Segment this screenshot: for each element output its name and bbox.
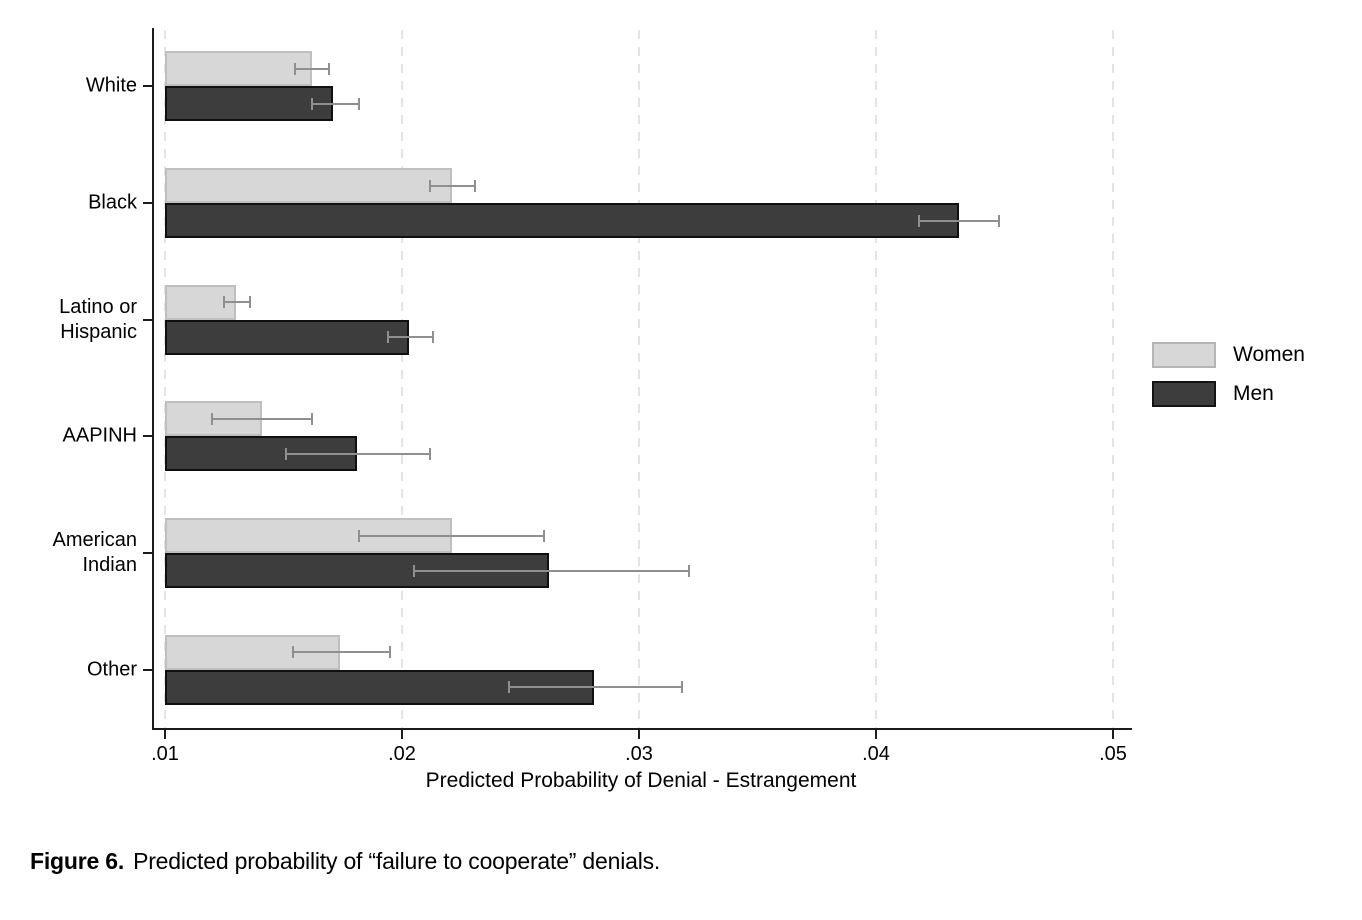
gridline-.01 — [164, 30, 166, 728]
gridline-.03 — [638, 30, 640, 728]
error-cap-high-men-american-indian — [687, 564, 690, 577]
bar-women-black — [165, 168, 452, 203]
x-tick-.03 — [638, 730, 640, 739]
y-tick-white — [143, 85, 152, 88]
legend-item-men: Men — [1152, 381, 1305, 407]
y-axis-line — [152, 28, 154, 730]
error-cap-low-women-latino-or-hispanic — [223, 296, 226, 309]
error-cap-high-women-black — [474, 179, 477, 192]
x-axis-title: Predicted Probability of Denial - Estran… — [425, 769, 857, 792]
plot-area — [152, 28, 1130, 728]
x-tick-.04 — [875, 730, 877, 739]
x-tick-label-.01: .01 — [151, 743, 179, 765]
category-label-white: White — [85, 74, 137, 97]
error-cap-high-men-aapinh — [429, 447, 432, 460]
error-cap-high-women-american-indian — [543, 529, 546, 542]
bar-men-white — [165, 86, 334, 122]
y-tick-black — [143, 202, 152, 204]
legend: Women Men — [1152, 342, 1305, 420]
category-label-aapinh: AAPINH — [62, 424, 137, 447]
x-axis-line — [152, 728, 1132, 730]
error-cap-low-women-aapinh — [211, 412, 214, 425]
y-tick-american-indian — [143, 552, 152, 554]
error-cap-low-men-aapinh — [284, 447, 287, 460]
error-bar-women-white — [295, 67, 329, 70]
error-cap-low-men-american-indian — [412, 564, 415, 577]
error-cap-low-women-white — [294, 62, 297, 75]
x-tick-.01 — [164, 730, 166, 739]
error-bar-men-other — [508, 686, 682, 689]
error-cap-low-men-other — [507, 681, 510, 694]
error-cap-high-women-aapinh — [310, 412, 313, 425]
error-cap-low-women-other — [291, 646, 294, 659]
error-cap-high-women-other — [389, 646, 392, 659]
error-cap-low-men-white — [310, 97, 313, 110]
gridline-.04 — [875, 30, 877, 728]
error-bar-men-white — [311, 102, 360, 105]
error-cap-high-men-white — [358, 97, 361, 110]
y-tick-other — [143, 668, 152, 671]
legend-swatch-men — [1152, 381, 1216, 407]
legend-item-women: Women — [1152, 342, 1305, 368]
category-label-black: Black — [88, 191, 137, 214]
x-tick-.02 — [401, 730, 403, 739]
error-bar-men-latino-or-hispanic — [387, 336, 433, 339]
legend-label-women: Women — [1233, 343, 1305, 366]
error-bar-women-latino-or-hispanic — [224, 301, 251, 304]
y-tick-latino-or-hispanic — [143, 318, 152, 321]
error-bar-women-american-indian — [359, 534, 545, 537]
error-bar-men-aapinh — [285, 452, 431, 455]
error-cap-high-women-white — [327, 62, 330, 75]
x-tick-label-.03: .03 — [625, 743, 653, 765]
x-tick-.05 — [1112, 730, 1114, 739]
figure-caption-text: Predicted probability of “failure to coo… — [133, 848, 661, 874]
x-tick-label-.05: .05 — [1099, 743, 1127, 765]
bar-men-black — [165, 203, 959, 238]
figure-caption-label: Figure 6. — [30, 848, 125, 874]
error-cap-high-men-black — [998, 214, 1001, 227]
error-cap-low-men-black — [917, 214, 920, 227]
category-label-latino-or-hispanic: Latino or Hispanic — [59, 295, 137, 343]
error-bar-women-aapinh — [212, 417, 312, 420]
x-tick-label-.02: .02 — [388, 743, 416, 765]
error-bar-women-other — [292, 651, 391, 654]
error-cap-low-men-latino-or-hispanic — [386, 331, 389, 344]
figure-caption: Figure 6. Predicted probability of “failu… — [30, 848, 660, 875]
error-bar-men-black — [918, 219, 1000, 222]
category-label-american-indian: American Indian — [52, 529, 137, 576]
error-cap-low-women-black — [429, 179, 432, 192]
error-bar-women-black — [430, 184, 476, 187]
error-cap-high-women-latino-or-hispanic — [249, 296, 252, 309]
error-bar-men-american-indian — [413, 569, 689, 572]
category-label-other: Other — [86, 658, 137, 681]
gridline-.05 — [1112, 30, 1114, 728]
legend-swatch-women — [1152, 342, 1216, 368]
legend-label-men: Men — [1233, 382, 1274, 405]
error-cap-low-women-american-indian — [358, 529, 361, 542]
error-cap-high-men-latino-or-hispanic — [431, 331, 434, 344]
bar-men-latino-or-hispanic — [165, 319, 410, 355]
error-cap-high-men-other — [680, 681, 683, 694]
gridline-.02 — [401, 30, 403, 728]
bar-women-white — [165, 51, 312, 87]
x-tick-label-.04: .04 — [862, 743, 890, 765]
y-tick-aapinh — [143, 435, 152, 438]
